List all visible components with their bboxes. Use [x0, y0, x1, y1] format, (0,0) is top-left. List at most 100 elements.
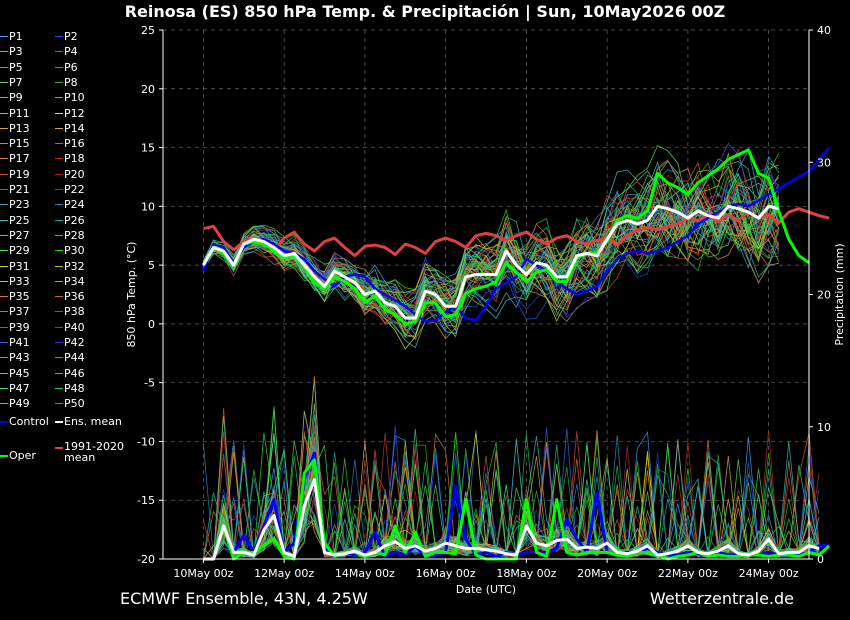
legend-swatch — [55, 420, 63, 423]
legend-label: P21 — [9, 183, 30, 196]
legend-label: P45 — [9, 366, 30, 380]
legend-swatch — [55, 97, 63, 99]
climate-mean-temp-line — [203, 207, 830, 258]
legend-swatch — [55, 234, 63, 236]
legend-swatch — [0, 280, 8, 282]
legend-swatch — [0, 420, 8, 423]
legend-label: Control — [9, 414, 49, 428]
member-temp-line — [203, 161, 779, 322]
x-tick-label: 14May 00z — [335, 567, 395, 580]
ens-mean-temp-line — [202, 204, 780, 320]
legend-label: P23 — [9, 198, 30, 212]
legend-swatch — [0, 311, 8, 313]
y-left-tick-label: 10 — [141, 200, 155, 213]
legend-label: P14 — [64, 121, 85, 135]
legend-label: P43 — [9, 351, 30, 365]
legend-label: P29 — [9, 244, 30, 258]
legend-label: P44 — [64, 351, 85, 365]
y-left-tick-label: -5 — [144, 377, 155, 390]
legend-label: P31 — [9, 259, 30, 273]
y-left-axis-label: 850 hPa Temp. (°C) — [125, 242, 138, 348]
y-left-tick-label: 15 — [141, 142, 155, 155]
legend-label: P11 — [9, 106, 30, 120]
legend-label: P17 — [9, 152, 30, 166]
member-temp-line — [203, 181, 779, 322]
footer-site: Wetterzentrale.de — [649, 589, 794, 608]
legend-swatch — [0, 342, 8, 343]
legend-swatch — [0, 112, 8, 114]
legend-swatch — [55, 280, 63, 282]
legend-swatch — [55, 204, 63, 206]
legend-swatch — [0, 250, 8, 252]
legend-label: P25 — [9, 213, 30, 227]
legend-label: Oper — [9, 448, 36, 462]
legend-swatch — [55, 387, 63, 389]
legend-label: P42 — [64, 336, 85, 349]
legend-label: P26 — [64, 213, 85, 227]
legend-swatch — [0, 219, 8, 221]
x-tick-label: 24May 00z — [739, 567, 799, 580]
y-left-tick-label: 20 — [141, 83, 155, 96]
x-axis-label: Date (UTC) — [456, 583, 516, 596]
y-right-tick-label: 10 — [817, 421, 831, 434]
legend-swatch — [55, 357, 63, 359]
legend-swatch — [55, 36, 63, 37]
legend-swatch — [55, 51, 63, 53]
legend-swatch — [0, 97, 8, 99]
legend-label: P38 — [64, 305, 85, 319]
legend-label: P24 — [64, 198, 85, 212]
legend-label: P5 — [9, 60, 23, 74]
chart-title: Reinosa (ES) 850 hPa Temp. & Precipitaci… — [124, 2, 726, 21]
legend-swatch — [55, 158, 63, 160]
member-temp-line — [203, 159, 779, 316]
legend-label: Ens. mean — [64, 414, 122, 428]
y-left-tick-label: -10 — [137, 435, 155, 448]
legend-label: P33 — [9, 274, 30, 288]
legend-swatch — [55, 250, 63, 252]
member-temp-line — [203, 145, 780, 328]
legend-swatch — [0, 81, 8, 83]
legend-label: P40 — [64, 320, 85, 334]
legend-swatch — [0, 127, 8, 129]
legend-label: P2 — [64, 30, 78, 43]
legend-swatch — [0, 454, 8, 457]
legend-label: P46 — [64, 366, 85, 380]
legend-label: P13 — [9, 121, 30, 135]
legend-label: P9 — [9, 91, 23, 105]
legend-label: P3 — [9, 45, 23, 59]
legend-label: P10 — [64, 91, 85, 105]
y-right-axis-label: Precipitation (mm) — [833, 243, 846, 345]
legend-label: P22 — [64, 183, 85, 196]
x-tick-label: 20May 00z — [577, 567, 637, 580]
legend-label: P27 — [9, 228, 30, 242]
legend-label: P32 — [64, 259, 85, 273]
legend-label: P41 — [9, 336, 30, 349]
legend-swatch — [55, 296, 63, 298]
legend-swatch — [0, 204, 8, 206]
legend-label: P18 — [64, 152, 85, 166]
y-right-tick-label: 30 — [817, 156, 831, 169]
legend-swatch — [55, 219, 63, 221]
legend-label: P37 — [9, 305, 30, 319]
legend-label: P20 — [64, 167, 85, 181]
legend-label: P48 — [64, 381, 85, 395]
member-temp-line — [203, 172, 780, 303]
x-tick-label: 12May 00z — [254, 567, 314, 580]
main-series — [202, 146, 831, 561]
legend-swatch — [0, 403, 8, 405]
legend-label: P47 — [9, 381, 30, 395]
legend-label: 1991-2020 mean — [64, 439, 124, 464]
y-left-tick-label: 25 — [141, 24, 155, 37]
legend-label: P19 — [9, 167, 30, 181]
legend-swatch — [0, 66, 8, 68]
legend-swatch — [55, 372, 63, 374]
x-tick-label: 10May 00z — [173, 567, 233, 580]
oper-temp-line — [202, 148, 810, 326]
x-tick-label: 22May 00z — [658, 567, 718, 580]
legend-swatch — [0, 189, 8, 190]
x-tick-label: 18May 00z — [496, 567, 556, 580]
legend-swatch — [0, 173, 8, 175]
legend-label: P35 — [9, 290, 30, 304]
legend-label: P34 — [64, 274, 85, 288]
